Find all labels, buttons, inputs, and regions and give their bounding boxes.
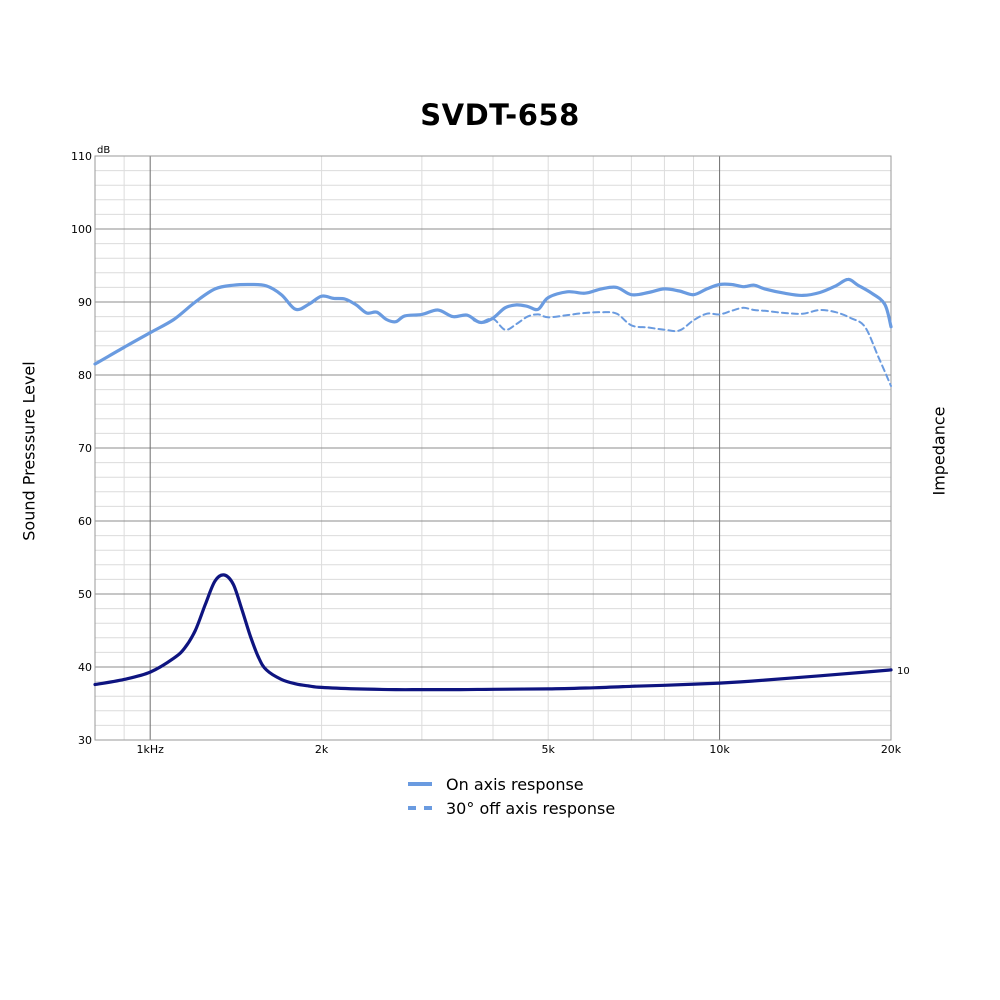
legend-item-off-axis: 30° off axis response: [408, 796, 615, 820]
right-tick-label: 10: [897, 666, 910, 677]
series-line-1: [472, 306, 892, 387]
legend-item-on-axis: On axis response: [408, 772, 615, 796]
series-layer: [93, 277, 893, 692]
tick-labels: 30 40 50 60 70 80 90 100 110 dB 1kHz 2k 5k 10k 20k 10: [71, 145, 910, 756]
x-tick-label: 20k: [881, 743, 902, 756]
y-tick-label: 100: [71, 223, 92, 236]
legend-label-on-axis: On axis response: [446, 774, 584, 794]
minor-grid: [94, 156, 892, 740]
series-line-2: [93, 573, 893, 692]
y-tick-label: 50: [78, 588, 92, 601]
legend: On axis response 30° off axis response: [408, 772, 615, 820]
x-tick-label: 5k: [541, 743, 555, 756]
y-tick-label: 90: [78, 296, 92, 309]
y-tick-label: 60: [78, 515, 92, 528]
legend-swatch-solid: [408, 782, 432, 786]
plot-frame: [94, 155, 892, 741]
y-tick-label: 40: [78, 661, 92, 674]
legend-label-off-axis: 30° off axis response: [446, 798, 616, 818]
chart-title: SVDT-658: [420, 98, 580, 132]
y-tick-label: 110: [71, 150, 92, 163]
series-line-0: [93, 277, 893, 366]
y-tick-label: 70: [78, 442, 92, 455]
y-unit-label: dB: [97, 145, 110, 156]
x-tick-label: 2k: [315, 743, 329, 756]
x-tick-label: 1kHz: [136, 743, 164, 756]
y-tick-label: 30: [78, 734, 92, 747]
y-tick-label: 80: [78, 369, 92, 382]
x-tick-label: 10k: [709, 743, 730, 756]
legend-swatch-dashed: [408, 806, 432, 810]
